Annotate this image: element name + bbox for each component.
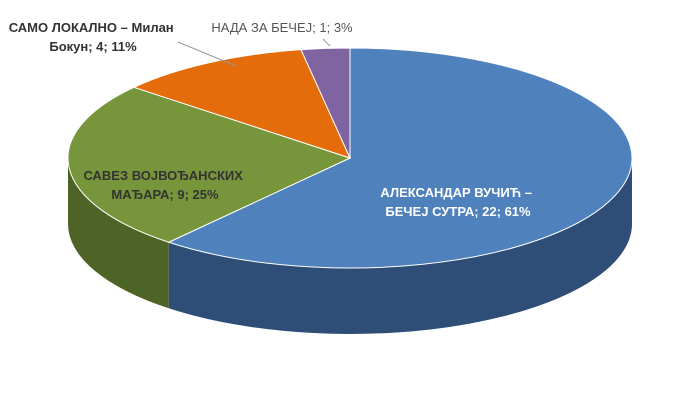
- leader-lines: [177, 38, 331, 67]
- data-label-vucic: АЛЕКСАНДАР ВУЧИЋ – БЕЧЕЈ СУТРА; 22; 61%: [380, 185, 535, 219]
- pie-slice-nada: [300, 47, 351, 159]
- pie-side-vucic: [168, 158, 632, 334]
- data-label-nada: НАДА ЗА БЕЧЕЈ; 1; 3%: [211, 20, 353, 35]
- leader-line-nada: [322, 38, 331, 47]
- pie-sides: [68, 158, 632, 334]
- pie-slice-vucic: [167, 47, 633, 269]
- leader-line-samo-lokalno: [177, 41, 237, 67]
- pie-tops: [67, 47, 633, 269]
- pie-side-vmsz: [68, 158, 169, 309]
- pie-slice-vmsz: [67, 86, 352, 243]
- data-label-samo-lokalno: САМО ЛОКАЛНО – Милан Бокун; 4; 11%: [9, 20, 178, 54]
- data-label-vmsz: САВЕЗ ВОЈВОЂАНСКИХ МАЂАРА; 9; 25%: [83, 168, 246, 202]
- pie-slice-samo-lokalno: [132, 49, 351, 159]
